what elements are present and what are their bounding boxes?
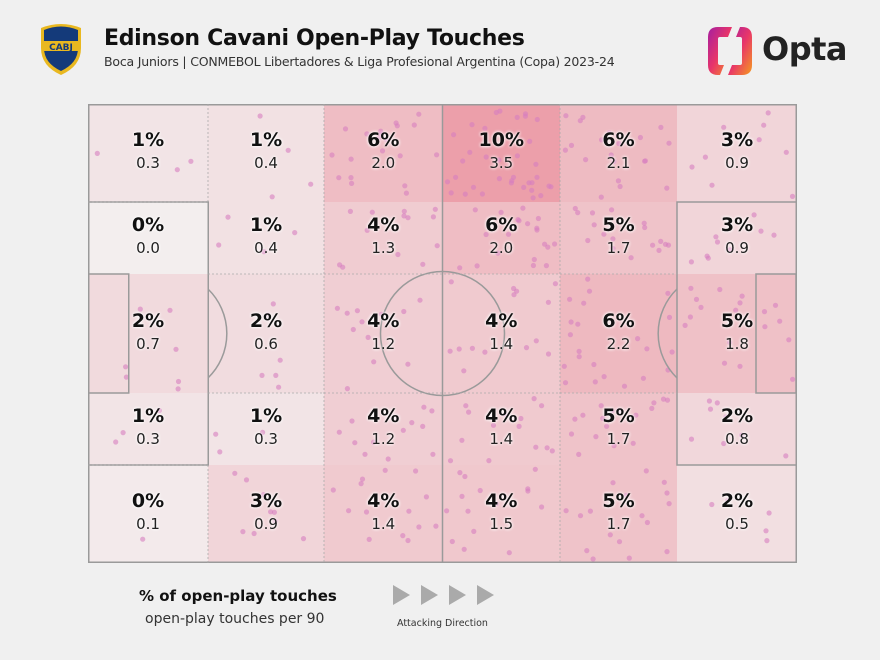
heatmap-cell: 10%3.5: [442, 104, 560, 202]
heatmap-cell: 3%0.9: [677, 202, 797, 274]
heatmap-cell: 4%1.5: [442, 465, 560, 563]
page-title: Edinson Cavani Open-Play Touches: [104, 26, 525, 51]
heatmap-cell: 1%0.3: [88, 393, 208, 465]
legend-per90-label: open-play touches per 90: [145, 611, 325, 627]
heatmap-cell: 1%0.3: [208, 393, 324, 465]
svg-text:CABJ: CABJ: [49, 43, 73, 53]
arrow-right-icon: [449, 585, 466, 605]
heatmap-cell: 1%0.4: [208, 104, 324, 202]
heatmap-cell: 4%1.4: [324, 465, 443, 563]
legend-percentage-label: % of open-play touches: [139, 587, 337, 605]
opta-logo-icon: [708, 27, 752, 75]
arrow-right-icon: [421, 585, 438, 605]
heatmap-cell: 0%0.0: [88, 202, 208, 274]
heatmap-cell: 3%0.9: [677, 104, 797, 202]
heatmap-cell: 5%1.8: [677, 274, 797, 393]
heatmap-cell: 1%0.4: [208, 202, 324, 274]
heatmap-cell: 1%0.3: [88, 104, 208, 202]
opta-brand: Opta: [762, 30, 848, 68]
arrow-right-icon: [393, 585, 410, 605]
heatmap-cell: 2%0.8: [677, 393, 797, 465]
arrow-right-icon: [477, 585, 494, 605]
page-subtitle: Boca Juniors | CONMEBOL Libertadores & L…: [104, 54, 615, 69]
pitch-markings: [88, 104, 797, 563]
heatmap-cell: 4%1.2: [324, 274, 443, 393]
pitch-heatmap: 1% 0.3 1% 0.4 6% 2.0 10% 3.5 6% 2.1 3% 0.9 0% 0.0 1% 0.…: [88, 104, 797, 563]
attacking-direction-label: Attacking Direction: [397, 618, 488, 629]
heatmap-cell: 2%0.5: [677, 465, 797, 563]
heatmap-cell: 3%0.9: [208, 465, 324, 563]
heatmap-cell: 0%0.1: [88, 465, 208, 563]
boca-juniors-crest-icon: CABJ: [41, 24, 81, 75]
attacking-direction-arrows: [393, 585, 505, 609]
heatmap-cell: 4%1.4: [442, 274, 560, 393]
heatmap-cell: 2%0.7: [88, 274, 208, 393]
